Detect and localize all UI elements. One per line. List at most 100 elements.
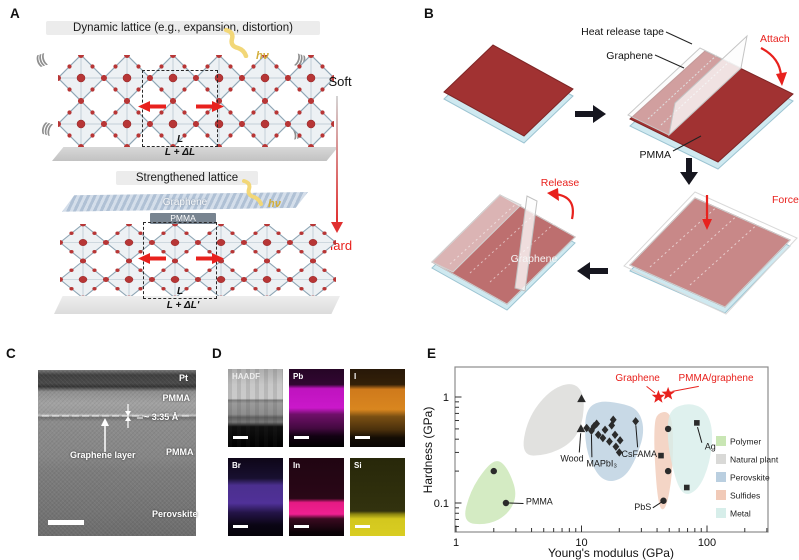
panel-e-label: E (427, 346, 437, 361)
sample-force (623, 191, 798, 315)
svg-text:1: 1 (453, 537, 459, 549)
svg-text:PbS: PbS (634, 502, 651, 512)
legend-swatch (716, 490, 726, 500)
heat-tape-pointer (665, 31, 693, 45)
series-highlight-stars (651, 386, 675, 403)
photon-label: hν (256, 50, 269, 62)
soft-label: Soft (328, 74, 352, 89)
scale-bar (294, 436, 309, 439)
spacing-label: ~ 3.35 Å (144, 412, 179, 422)
map-label: I (354, 372, 357, 381)
vibration-mark: ((( (33, 51, 47, 68)
legend-label: Polymer (730, 437, 761, 447)
legend-label: Natural plant (730, 455, 779, 465)
graphene-label: Graphene (606, 50, 653, 62)
pmma-pointer (672, 135, 702, 152)
annotation-graphene: Graphene (615, 373, 660, 394)
substrate (52, 147, 338, 161)
substrate (54, 296, 340, 314)
annotation-wood: Wood (560, 433, 584, 464)
annotation-pbs: PbS (634, 501, 663, 512)
force-arrowhead-icon (702, 219, 712, 230)
svg-text:10: 10 (575, 537, 587, 549)
photon-squiggle-icon (242, 179, 263, 206)
eds-map-haadf: HAADF (228, 369, 283, 447)
vibration-mark: ((( (40, 119, 53, 136)
map-label: Si (354, 461, 362, 470)
panel-a-title-bottom: Strengthened lattice (116, 171, 258, 185)
pmma-layer: PMMA (150, 213, 216, 224)
force-label: Force (772, 194, 799, 206)
tem-annotations (42, 404, 192, 452)
soft-hard-arrowhead (331, 222, 343, 233)
tem-image: Pt PMMA ~ 3.35 Å Graphene layer PMMA Per… (38, 370, 198, 536)
chart-regions (465, 384, 713, 525)
plot-frame (454, 366, 769, 533)
scale-bar (355, 525, 370, 528)
panel-b: Heat release tape Graphene Attach PMMA F… (431, 26, 799, 315)
graphene-on-sample-label: Graphene (511, 253, 558, 265)
eds-map-i: I (350, 369, 405, 447)
unit-cell-l-top: L (176, 134, 184, 145)
step-arrow-down-icon (680, 158, 698, 185)
pmma-bottom-label: PMMA (166, 447, 194, 457)
eds-map-si: Si (350, 458, 405, 536)
panel-a-title-top: Dynamic lattice (e.g., expansion, distor… (46, 21, 320, 35)
hardness-modulus-chart: 1 10 100 1 0.1 Young's modulus (GPa) Hardness … (421, 366, 779, 560)
eds-map-in: In (289, 458, 344, 536)
pt-label: Pt (179, 373, 188, 383)
eds-map-br: Br (228, 458, 283, 536)
graphene-pointer (654, 54, 685, 69)
annotation-pmma-graphene: PMMA/graphene (672, 373, 754, 392)
soft-hard-gradient-line (336, 96, 338, 222)
sample-attach (627, 34, 794, 170)
scale-bar (233, 525, 248, 528)
panel-b-label: B (424, 6, 434, 21)
step-arrow-right-icon (575, 105, 606, 123)
svg-text:0.1: 0.1 (434, 498, 449, 510)
series-polymer-circles (490, 467, 510, 507)
perovskite-lattice-bottom (60, 224, 336, 298)
series-plant-triangles (576, 394, 586, 433)
series-sulfide-circles (660, 425, 672, 504)
x-axis-label: Young's modulus (GPa) (548, 546, 674, 560)
scale-bar (48, 520, 84, 525)
legend-label: Sulfides (730, 491, 760, 501)
sample-pmma-film (443, 44, 574, 144)
svg-text:MAPbI₃: MAPbI₃ (586, 458, 617, 468)
region-polymer (465, 461, 516, 525)
pmma-layer-label: PMMA (170, 213, 196, 223)
region-perovskite (585, 401, 644, 482)
pmma-top-label: PMMA (162, 393, 191, 403)
series-sulfide-square (658, 452, 664, 459)
annotation-pmma: PMMA (509, 496, 553, 506)
release-label: Release (541, 177, 580, 189)
attach-arrowhead-icon (776, 72, 787, 86)
attach-curve-arrow-icon (760, 47, 783, 77)
region-metal (667, 404, 713, 495)
legend-swatch (716, 436, 726, 446)
expanded-length-top: L + ΔL (164, 147, 196, 158)
eds-map-pb: Pb (289, 369, 344, 447)
unit-cell-l-bottom: L (176, 286, 184, 297)
expanded-length-bottom: L + ΔL' (166, 300, 200, 311)
step-arrow-left-icon (577, 262, 608, 280)
scale-bar (355, 436, 370, 439)
y-axis-label: Hardness (GPa) (421, 407, 435, 494)
photon-label: hν (268, 198, 281, 210)
svg-text:CsFAMA: CsFAMA (622, 449, 658, 459)
panel-d-label: D (212, 346, 222, 361)
series-metal-squares (683, 420, 700, 491)
svg-text:PMMA/graphene: PMMA/graphene (678, 373, 753, 384)
annotation-ag: Ag (697, 426, 716, 451)
scale-bar (233, 436, 248, 439)
svg-text:Ag: Ag (705, 441, 716, 451)
region-natural-plant (523, 384, 584, 456)
chart-legend: Polymer Natural plant Perovskite Sulfides Me… (716, 436, 779, 519)
svg-text:1: 1 (443, 392, 449, 404)
graphene-sheet: Graphene (62, 192, 308, 212)
panel-a: A Dynamic lattice (e.g., expansion, dist… (0, 0, 420, 340)
sample-release (431, 194, 576, 311)
eds-map-grid: HAADF Pb I Br In Si (228, 369, 405, 536)
